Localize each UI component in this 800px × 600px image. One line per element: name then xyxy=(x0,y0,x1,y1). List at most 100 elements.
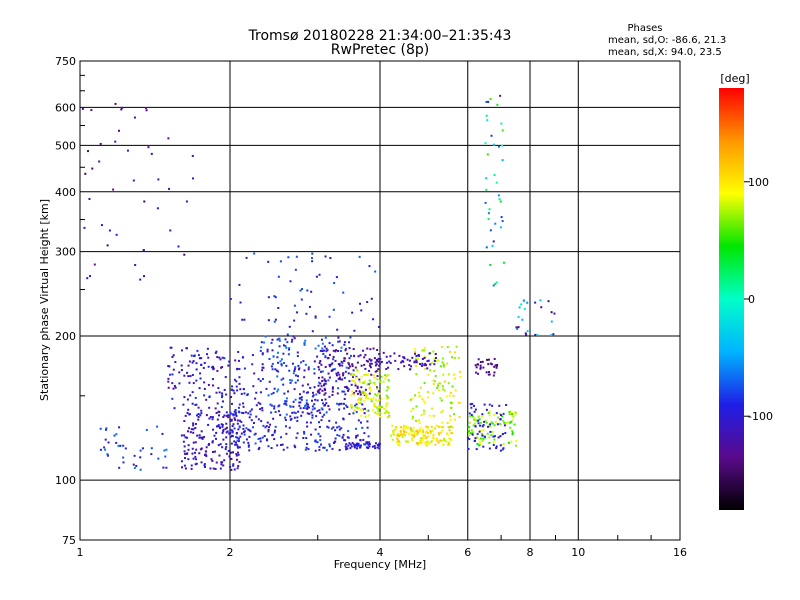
data-point xyxy=(493,438,496,441)
data-point xyxy=(369,389,372,392)
data-point xyxy=(261,352,264,355)
data-point xyxy=(230,468,233,471)
data-point xyxy=(356,392,359,395)
data-point xyxy=(514,413,517,416)
data-point xyxy=(349,365,352,368)
data-point xyxy=(468,421,471,424)
data-point xyxy=(338,376,341,379)
data-point xyxy=(303,430,306,433)
data-point xyxy=(367,435,370,438)
data-point xyxy=(424,362,427,365)
data-point xyxy=(380,360,383,363)
data-point xyxy=(194,422,197,425)
data-point xyxy=(332,355,335,358)
x-axis-label: Frequency [MHz] xyxy=(334,558,426,571)
data-point xyxy=(234,443,237,446)
data-point xyxy=(218,391,221,394)
data-point xyxy=(191,373,194,376)
data-point xyxy=(490,363,493,366)
data-point xyxy=(230,419,233,422)
data-point xyxy=(422,349,425,352)
data-point xyxy=(384,374,387,377)
data-point xyxy=(303,342,306,345)
data-point xyxy=(270,341,273,344)
data-point xyxy=(106,453,109,456)
data-point xyxy=(413,347,416,350)
data-point xyxy=(359,393,362,396)
data-point xyxy=(405,440,408,443)
data-point xyxy=(421,349,424,352)
data-point xyxy=(174,386,177,389)
colorbar-label: [deg] xyxy=(720,72,749,85)
data-point xyxy=(498,404,501,407)
data-point xyxy=(354,382,357,385)
data-point xyxy=(242,441,245,444)
data-point xyxy=(300,414,303,417)
data-point xyxy=(344,347,347,350)
data-point xyxy=(521,318,524,321)
data-point xyxy=(345,366,348,369)
phase-o-stats: mean, sd,O: -86.6, 21.3 xyxy=(608,35,726,46)
data-point xyxy=(180,434,183,437)
data-point xyxy=(486,432,489,435)
data-point xyxy=(187,444,190,447)
data-point xyxy=(430,361,433,364)
data-point xyxy=(387,366,390,369)
data-point xyxy=(168,365,171,368)
data-point xyxy=(366,409,369,412)
data-point xyxy=(550,333,553,336)
data-point xyxy=(430,440,433,443)
data-point xyxy=(399,431,402,434)
data-point xyxy=(351,363,354,366)
data-point xyxy=(237,359,240,362)
data-point xyxy=(186,430,189,433)
data-point xyxy=(363,356,366,359)
data-point xyxy=(511,412,514,415)
data-point xyxy=(167,137,170,140)
data-point xyxy=(236,422,239,425)
data-point xyxy=(132,463,135,466)
data-point xyxy=(115,441,118,444)
data-point xyxy=(334,429,337,432)
data-point xyxy=(402,426,405,429)
data-point xyxy=(235,454,238,457)
data-point xyxy=(258,446,261,449)
data-point xyxy=(232,451,235,454)
data-point xyxy=(289,418,292,421)
data-point xyxy=(358,397,361,400)
data-point xyxy=(501,144,504,147)
data-point xyxy=(309,386,312,389)
data-point xyxy=(526,301,529,304)
data-point xyxy=(335,349,338,352)
data-point xyxy=(286,333,289,336)
data-point xyxy=(415,405,418,408)
data-point xyxy=(216,369,219,372)
data-point xyxy=(362,438,365,441)
data-point xyxy=(221,431,224,434)
data-point xyxy=(122,461,125,464)
data-point xyxy=(364,353,367,356)
data-point xyxy=(240,411,243,414)
data-point xyxy=(189,394,192,397)
data-point xyxy=(303,376,306,379)
data-point xyxy=(274,411,277,414)
data-point xyxy=(328,443,331,446)
data-point xyxy=(248,416,251,419)
data-point xyxy=(426,360,429,363)
data-point xyxy=(319,382,322,385)
data-point xyxy=(197,418,200,421)
data-point xyxy=(267,394,270,397)
data-point xyxy=(348,442,351,445)
data-point xyxy=(291,411,294,414)
data-point xyxy=(134,264,137,267)
data-point xyxy=(283,392,286,395)
data-point xyxy=(493,414,496,417)
data-point xyxy=(324,398,327,401)
data-point xyxy=(187,448,190,451)
data-point xyxy=(218,411,221,414)
data-point xyxy=(108,229,111,232)
data-point xyxy=(493,371,496,374)
data-point xyxy=(485,408,488,411)
data-point xyxy=(468,412,471,415)
data-point xyxy=(277,307,280,310)
